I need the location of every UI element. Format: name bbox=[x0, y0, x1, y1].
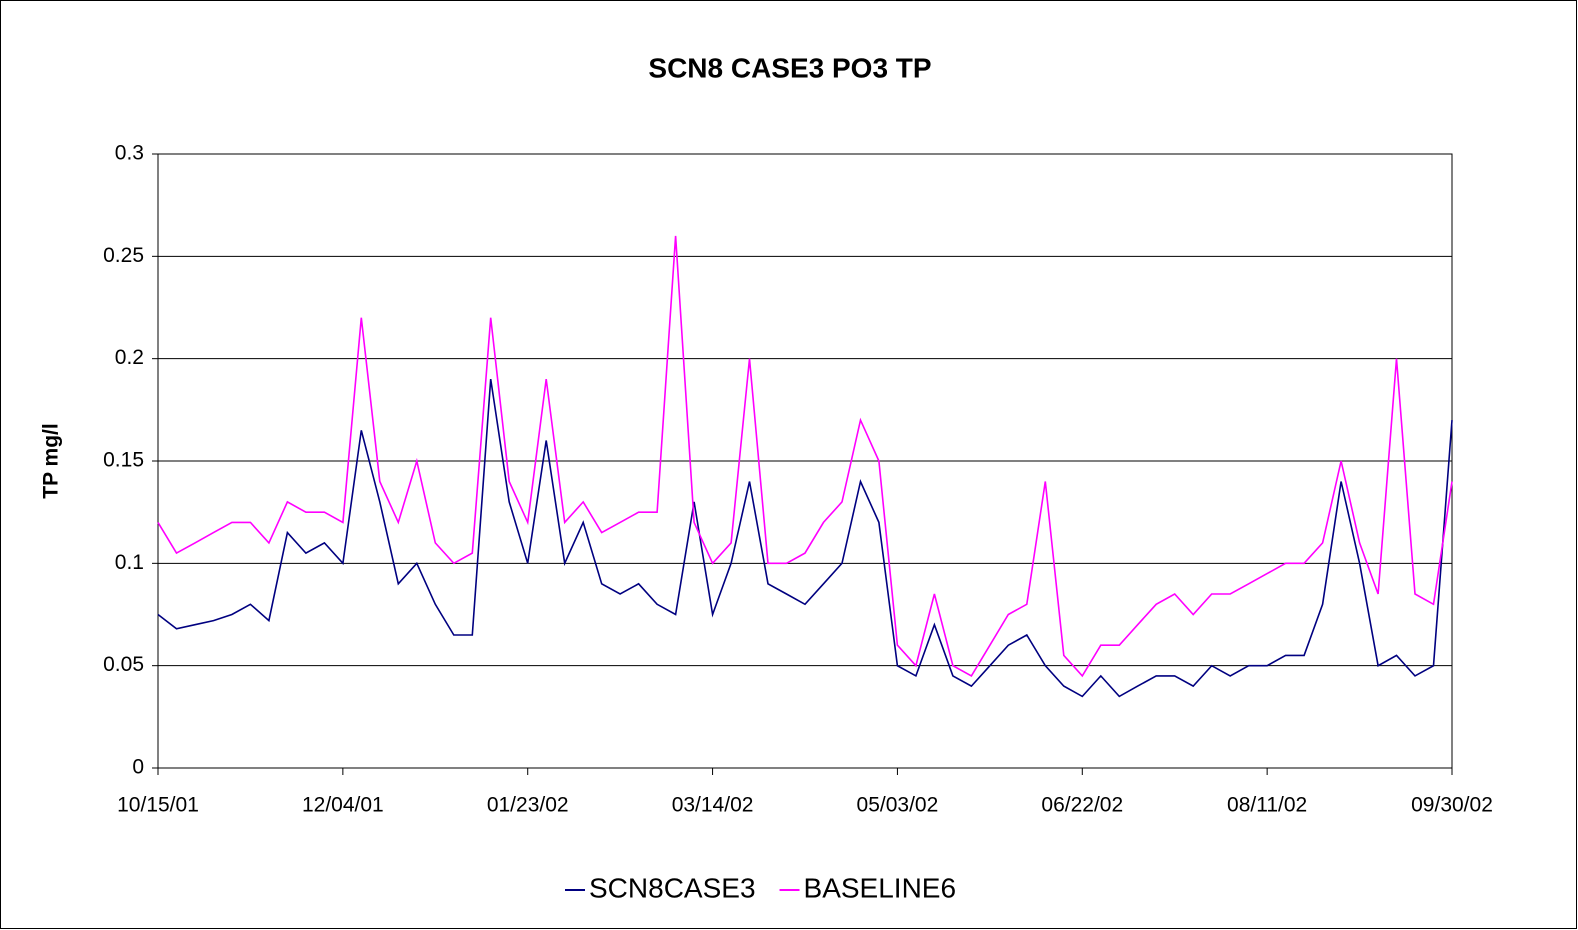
x-tick-label: 01/23/02 bbox=[487, 794, 569, 817]
legend-label: SCN8CASE3 bbox=[589, 872, 756, 903]
x-tick-label: 12/04/01 bbox=[302, 794, 384, 817]
x-tick-label: 10/15/01 bbox=[117, 794, 199, 817]
y-tick-label: 0.3 bbox=[115, 142, 144, 165]
plot-frame bbox=[157, 153, 1453, 769]
y-tick-label: 0.2 bbox=[115, 346, 144, 369]
y-tick-label: 0 bbox=[132, 756, 144, 779]
x-tick-label: 06/22/02 bbox=[1041, 794, 1123, 817]
y-tick-label: 0.05 bbox=[103, 653, 144, 676]
y-tick-label: 0.1 bbox=[115, 551, 144, 574]
legend-label: BASELINE6 bbox=[804, 872, 957, 903]
x-tick-label: 08/11/02 bbox=[1227, 794, 1307, 817]
series-line bbox=[157, 378, 1453, 698]
y-axis-label: TP mg/l bbox=[40, 423, 63, 498]
y-tick-label: 0.15 bbox=[103, 449, 144, 472]
x-tick-label: 09/30/02 bbox=[1411, 794, 1493, 817]
series-line bbox=[157, 235, 1453, 678]
x-tick-label: 05/03/02 bbox=[857, 794, 939, 817]
y-tick-label: 0.25 bbox=[103, 244, 144, 267]
x-tick-label: 03/14/02 bbox=[672, 794, 754, 817]
chart-title: SCN8 CASE3 PO3 TP bbox=[648, 52, 931, 83]
